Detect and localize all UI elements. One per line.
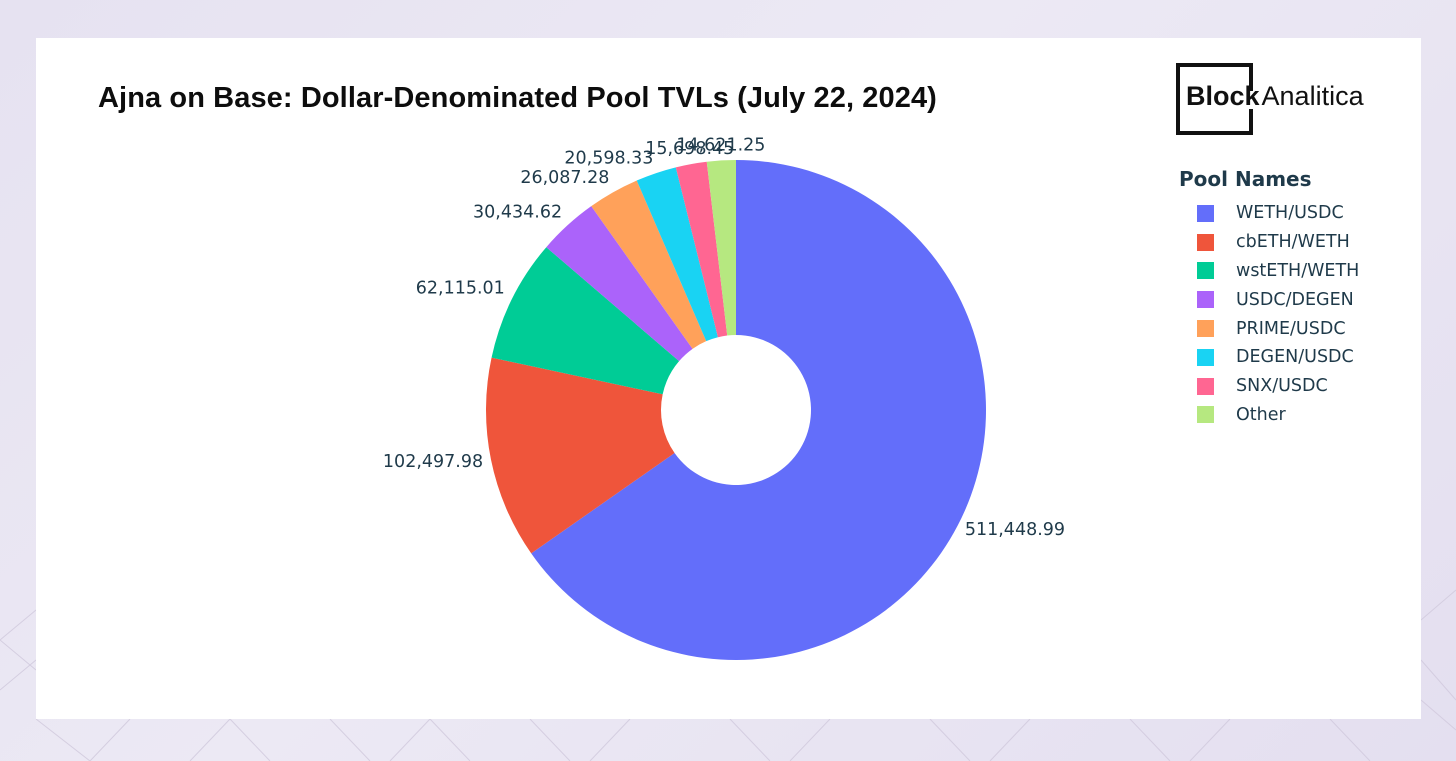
slice-prime-usdc[interactable]	[591, 180, 707, 349]
legend-title: Pool Names	[1179, 167, 1312, 191]
legend-item-snx-usdc[interactable]: SNX/USDC	[1197, 372, 1359, 401]
legend-label: Other	[1236, 404, 1286, 425]
legend-swatch	[1197, 204, 1214, 222]
slice-label-other: 14,621.25	[676, 135, 765, 155]
legend-swatch	[1197, 291, 1214, 309]
legend-item-usdc-degen[interactable]: USDC/DEGEN	[1197, 285, 1359, 314]
donut-chart: 511,448.99 102,497.98 62,115.01 30,434.62 26…	[383, 135, 1065, 661]
legend-swatch	[1197, 377, 1214, 395]
block-analitica-logo: BlockAnalitica	[1176, 63, 1364, 135]
legend-label: WETH/USDC	[1236, 203, 1344, 224]
legend-item-cbeth-weth[interactable]: cbETH/WETH	[1197, 228, 1359, 257]
legend-swatch	[1197, 406, 1214, 424]
legend-swatch	[1197, 233, 1214, 251]
logo-frame	[1176, 63, 1253, 135]
slice-label-wsteth-weth: 62,115.01	[416, 278, 505, 298]
legend-label: DEGEN/USDC	[1236, 347, 1354, 368]
legend-item-weth-usdc[interactable]: WETH/USDC	[1197, 199, 1359, 228]
logo-text-bold: Block	[1186, 81, 1260, 111]
legend-label: PRIME/USDC	[1236, 318, 1346, 339]
slice-label-prime-usdc: 26,087.28	[520, 168, 609, 188]
legend-label: wstETH/WETH	[1236, 260, 1360, 281]
legend-item-prime-usdc[interactable]: PRIME/USDC	[1197, 314, 1359, 343]
chart-title: Ajna on Base: Dollar-Denominated Pool TV…	[98, 82, 937, 114]
legend-item-degen-usdc[interactable]: DEGEN/USDC	[1197, 343, 1359, 372]
slice-weth-usdc[interactable]	[531, 160, 986, 661]
legend-swatch	[1197, 348, 1214, 366]
legend-label: USDC/DEGEN	[1236, 289, 1354, 310]
legend-item-other[interactable]: Other	[1197, 401, 1359, 430]
legend-label: SNX/USDC	[1236, 376, 1328, 397]
slice-label-degen-usdc: 20,598.33	[564, 149, 653, 169]
slice-label-cbeth-weth: 102,497.98	[383, 452, 483, 472]
slice-usdc-degen[interactable]	[546, 206, 693, 362]
slice-degen-usdc[interactable]	[636, 167, 718, 342]
logo-text: BlockAnalitica	[1186, 81, 1364, 112]
slice-other[interactable]	[706, 160, 736, 336]
legend-label: cbETH/WETH	[1236, 232, 1350, 253]
logo-text-regular: Analitica	[1261, 81, 1364, 111]
legend-items: WETH/USDC cbETH/WETH wstETH/WETH USDC/DEGEN…	[1179, 199, 1359, 429]
slice-label-usdc-degen: 30,434.62	[473, 202, 562, 222]
slice-label-snx-usdc: 15,698.45	[645, 139, 734, 159]
slice-label-weth-usdc: 511,448.99	[965, 520, 1065, 540]
slice-wsteth-weth[interactable]	[491, 247, 680, 395]
legend: Pool Names WETH/USDC cbETH/WETH wstETH/WET…	[1179, 167, 1359, 429]
chart-card: Ajna on Base: Dollar-Denominated Pool TV…	[36, 38, 1421, 719]
legend-swatch	[1197, 262, 1214, 280]
legend-item-wsteth-weth[interactable]: wstETH/WETH	[1197, 257, 1359, 286]
slice-cbeth-weth[interactable]	[486, 357, 675, 554]
legend-swatch	[1197, 320, 1214, 338]
slice-snx-usdc[interactable]	[675, 161, 728, 338]
